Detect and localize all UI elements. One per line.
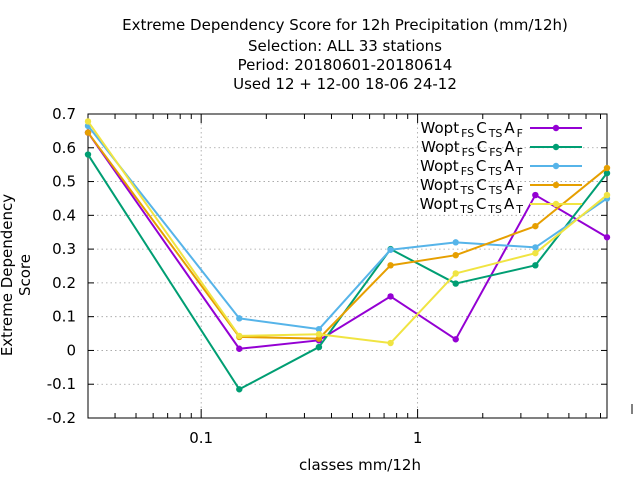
data-point bbox=[84, 129, 92, 136]
y-tick-label: 0 bbox=[66, 341, 76, 359]
data-point bbox=[452, 251, 459, 259]
data-point bbox=[532, 191, 539, 199]
legend-swatch-marker bbox=[552, 200, 560, 208]
x-tick-label: 0.1 bbox=[189, 429, 213, 447]
legend-label: Wopt FS C FS A F bbox=[421, 138, 523, 159]
y-tick-label: 0.4 bbox=[52, 206, 76, 224]
title-line-4: Used 12 + 12-00 18-06 24-12 bbox=[233, 75, 457, 93]
y-tick-label: 0.5 bbox=[52, 173, 76, 191]
data-point bbox=[315, 331, 323, 338]
series-5 bbox=[84, 118, 611, 347]
legend-entry-3: Wopt FS C TS A T bbox=[420, 157, 582, 178]
x-tick-label: 1 bbox=[413, 429, 423, 447]
data-point bbox=[315, 325, 323, 333]
legend-swatch-marker bbox=[552, 181, 560, 189]
x-axis-label: classes mm/12h bbox=[299, 456, 421, 474]
data-point bbox=[452, 270, 459, 277]
legend-swatch-marker bbox=[552, 124, 560, 132]
data-point bbox=[236, 345, 243, 352]
data-point bbox=[603, 164, 611, 172]
series-line bbox=[87, 153, 608, 391]
legend-entry-1: Wopt FS C TS A F bbox=[421, 119, 582, 140]
data-point bbox=[532, 222, 539, 230]
data-point bbox=[387, 262, 394, 269]
data-point bbox=[387, 293, 394, 300]
series-1 bbox=[84, 129, 611, 352]
legend-swatch-marker bbox=[552, 162, 560, 170]
legend-label: Wopt FS C TS A T bbox=[420, 157, 523, 178]
legend-label: Wopt FS C TS A F bbox=[421, 119, 523, 140]
plot-frame bbox=[87, 113, 608, 419]
series-3 bbox=[84, 122, 611, 333]
y-tick-label: -0.2 bbox=[47, 409, 76, 427]
title-line-3: Period: 20180601-20180614 bbox=[237, 56, 453, 74]
data-point bbox=[236, 332, 243, 340]
legend-entry-5: Wopt TS C TS A T bbox=[420, 195, 582, 216]
series-4 bbox=[84, 129, 611, 342]
legend-label: Wopt TS C TS A F bbox=[420, 176, 523, 197]
data-point bbox=[452, 239, 459, 246]
y-axis-label: Extreme Dependency Score bbox=[0, 193, 34, 357]
data-point bbox=[236, 315, 243, 322]
title-line-1: Extreme Dependency Score for 12h Precipi… bbox=[122, 16, 568, 34]
data-point bbox=[315, 343, 323, 351]
data-point bbox=[603, 191, 611, 199]
y-tick-label: 0.6 bbox=[52, 139, 76, 157]
y-tick-label: 0.3 bbox=[52, 240, 76, 258]
data-point bbox=[387, 246, 394, 253]
legend-swatch-marker bbox=[552, 143, 560, 151]
legend-entry-2: Wopt FS C FS A F bbox=[421, 138, 582, 159]
y-tick-label: -0.1 bbox=[47, 375, 76, 393]
data-point bbox=[84, 118, 92, 125]
data-point bbox=[84, 151, 92, 158]
y-tick-label: 0.1 bbox=[52, 308, 76, 326]
data-point bbox=[532, 249, 539, 257]
title-line-2: Selection: ALL 33 stations bbox=[248, 37, 442, 55]
data-point bbox=[236, 386, 243, 393]
data-point bbox=[452, 336, 459, 343]
y-tick-label: 0.2 bbox=[52, 274, 76, 292]
data-point bbox=[532, 244, 539, 251]
data-point bbox=[452, 280, 459, 287]
data-point bbox=[603, 234, 611, 241]
data-point bbox=[532, 262, 539, 269]
data-point bbox=[387, 339, 394, 347]
data-point bbox=[315, 335, 323, 342]
legend-label: Wopt TS C TS A T bbox=[420, 195, 524, 216]
y-tick-label: 0.7 bbox=[52, 105, 76, 123]
legend-entry-4: Wopt TS C TS A F bbox=[420, 176, 582, 197]
data-point bbox=[603, 169, 611, 177]
series-2 bbox=[84, 151, 611, 393]
